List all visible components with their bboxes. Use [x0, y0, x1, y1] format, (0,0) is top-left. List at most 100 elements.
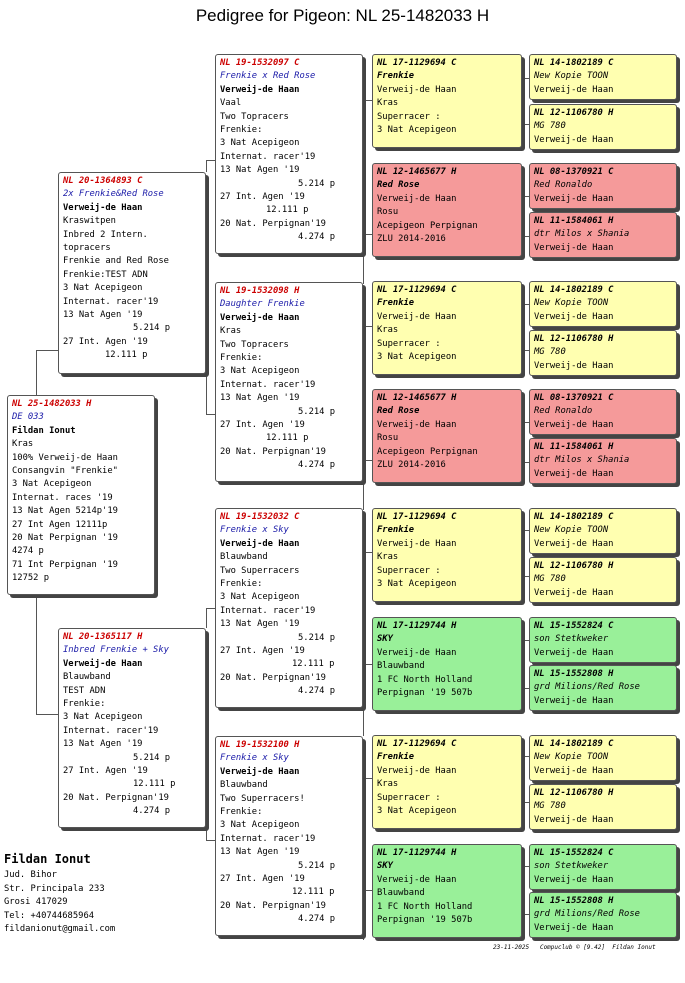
- connector-line: [523, 914, 529, 915]
- connector-line: [523, 196, 529, 197]
- ancestor-card[interactable]: NL 15-1552808 H grd Milions/Red Rose Ver…: [529, 892, 677, 938]
- grandparent-card[interactable]: NL 19-1532032 C Frenkie x Sky Verweij-de…: [215, 508, 363, 708]
- info-line: Blauwband: [220, 552, 268, 563]
- info-line: Superracer :: [377, 792, 441, 803]
- info-line: 3 Nat Acepigeon: [220, 138, 300, 149]
- info-line: 13 Nat Agen '19: [63, 739, 143, 750]
- info-line: Superracer :: [377, 111, 441, 122]
- info-line: 27 Int. Agen '19: [63, 766, 148, 777]
- info-line: Kraswitpen: [63, 216, 116, 227]
- connector-line: [206, 160, 207, 172]
- connector-line: [363, 890, 373, 891]
- ring-number: NL 15-1552824 C: [534, 848, 614, 858]
- info-line: 12752 p: [12, 573, 50, 584]
- info-line: 3 Nat Acepigeon: [63, 283, 143, 294]
- info-line: 3 Nat Acepigeon: [377, 352, 457, 363]
- pigeon-name: grd Milions/Red Rose: [534, 682, 640, 693]
- breeder: Verweij-de Haan: [534, 765, 614, 776]
- ancestor-card[interactable]: NL 17-1129694 C Frenkie Verweij-de Haan …: [372, 281, 522, 375]
- subject-card[interactable]: NL 25-1482033 H DE 033 Fildan Ionut Kras…: [7, 395, 155, 595]
- ancestor-card[interactable]: NL 12-1465677 H Red Rose Verweij-de Haan…: [372, 389, 522, 483]
- pigeon-name: son Stetkweker: [534, 861, 609, 872]
- pigeon-name: Inbred Frenkie + Sky: [63, 645, 169, 656]
- pigeon-name: MG 780: [534, 574, 566, 585]
- grandparent-card[interactable]: NL 19-1532098 H Daughter Frenkie Verweij…: [215, 282, 363, 482]
- breeder: Verweij-de Haan: [534, 814, 614, 825]
- info-line: Internat. racer'19: [63, 296, 159, 307]
- info-line: topracers: [63, 243, 111, 254]
- breeder: Verweij-de Haan: [534, 193, 614, 204]
- ancestor-card[interactable]: NL 17-1129744 H SKY Verweij-de Haan Blau…: [372, 844, 522, 938]
- connector-line: [363, 778, 364, 840]
- ancestor-card[interactable]: NL 14-1802189 C New Kopie TOON Verweij-d…: [529, 281, 677, 327]
- info-line: 13 Nat Agen '19: [220, 847, 300, 858]
- ancestor-card[interactable]: NL 14-1802189 C New Kopie TOON Verweij-d…: [529, 54, 677, 100]
- info-line: 13 Nat Agen '19: [220, 393, 300, 404]
- info-line: Kras: [377, 325, 399, 336]
- breeder: Verweij-de Haan: [534, 360, 614, 371]
- ancestor-card[interactable]: NL 08-1370921 C Red Ronaldo Verweij-de H…: [529, 163, 677, 209]
- info-line: 100% Verweij-de Haan: [12, 452, 118, 463]
- pigeon-name: dtr Milos x Shania: [534, 229, 630, 240]
- info-line: 12.111 p: [266, 205, 309, 216]
- info-line: Blauwband: [63, 672, 111, 683]
- pigeon-name: Frenkie x Sky: [220, 525, 289, 536]
- pigeon-name: Frenkie x Red Rose: [220, 71, 316, 82]
- pigeon-name: New Kopie TOON: [534, 752, 609, 763]
- info-line: Blauwband: [377, 888, 425, 899]
- info-line: Kras: [220, 326, 242, 337]
- info-line: Superracer :: [377, 338, 441, 349]
- info-line: 5.214 p: [298, 860, 336, 871]
- dam-card[interactable]: NL 20-1365117 H Inbred Frenkie + Sky Ver…: [58, 628, 206, 828]
- sire-card[interactable]: NL 20-1364893 C 2x Frenkie&Red Rose Verw…: [58, 172, 206, 374]
- info-line: Two Topracers: [220, 339, 289, 350]
- info-line: 5.214 p: [298, 632, 336, 643]
- connector-line: [523, 78, 529, 79]
- pigeon-name: SKY: [377, 634, 393, 645]
- ancestor-card[interactable]: NL 08-1370921 C Red Ronaldo Verweij-de H…: [529, 389, 677, 435]
- breeder: Verweij-de Haan: [63, 202, 143, 213]
- ancestor-card[interactable]: NL 12-1106780 H MG 780 Verweij-de Haan: [529, 784, 677, 830]
- connector-line: [363, 552, 364, 608]
- ring-number: NL 12-1465677 H: [377, 393, 457, 403]
- ring-number: NL 14-1802189 C: [534, 58, 614, 68]
- connector-line: [523, 688, 529, 689]
- ancestor-card[interactable]: NL 15-1552824 C son Stetkweker Verweij-d…: [529, 844, 677, 890]
- ancestor-card[interactable]: NL 11-1584061 H dtr Milos x Shania Verwe…: [529, 212, 677, 258]
- grandparent-card[interactable]: NL 19-1532100 H Frenkie x Sky Verweij-de…: [215, 736, 363, 936]
- ring-number: NL 15-1552808 H: [534, 669, 614, 679]
- info-line: 13 Nat Agen 5214p'19: [12, 506, 118, 517]
- pigeon-name: DE 033: [12, 412, 44, 423]
- connector-line: [363, 326, 373, 327]
- info-line: Consangvin "Frenkie": [12, 466, 118, 477]
- info-line: Verweij-de Haan: [377, 419, 457, 430]
- pigeon-name: New Kopie TOON: [534, 298, 609, 309]
- ancestor-card[interactable]: NL 12-1106780 H MG 780 Verweij-de Haan: [529, 557, 677, 603]
- ancestor-card[interactable]: NL 17-1129744 H SKY Verweij-de Haan Blau…: [372, 617, 522, 711]
- grandparent-card[interactable]: NL 19-1532097 C Frenkie x Red Rose Verwe…: [215, 54, 363, 254]
- info-line: 1 FC North Holland: [377, 674, 473, 685]
- ancestor-card[interactable]: NL 12-1106780 H MG 780 Verweij-de Haan: [529, 104, 677, 150]
- info-line: Verweij-de Haan: [377, 193, 457, 204]
- ancestor-card[interactable]: NL 12-1465677 H Red Rose Verweij-de Haan…: [372, 163, 522, 257]
- ancestor-card[interactable]: NL 17-1129694 C Frenkie Verweij-de Haan …: [372, 508, 522, 602]
- info-line: Verweij-de Haan: [377, 765, 457, 776]
- ancestor-card[interactable]: NL 14-1802189 C New Kopie TOON Verweij-d…: [529, 508, 677, 554]
- info-line: 20 Nat. Perpignan'19: [220, 446, 326, 457]
- pigeon-name: Red Ronaldo: [534, 406, 593, 417]
- ancestor-card[interactable]: NL 17-1129694 C Frenkie Verweij-de Haan …: [372, 54, 522, 148]
- pigeon-name: dtr Milos x Shania: [534, 455, 630, 466]
- ring-number: NL 17-1129744 H: [377, 848, 457, 858]
- ancestor-card[interactable]: NL 15-1552824 C son Stetkweker Verweij-d…: [529, 617, 677, 663]
- ancestor-card[interactable]: NL 14-1802189 C New Kopie TOON Verweij-d…: [529, 735, 677, 781]
- connector-line: [363, 100, 364, 156]
- ancestor-card[interactable]: NL 12-1106780 H MG 780 Verweij-de Haan: [529, 330, 677, 376]
- ancestor-card[interactable]: NL 17-1129694 C Frenkie Verweij-de Haan …: [372, 735, 522, 829]
- pigeon-name: Frenkie x Sky: [220, 753, 289, 764]
- info-line: Internat. racer'19: [220, 151, 316, 162]
- info-line: 5.214 p: [298, 406, 336, 417]
- ring-number: NL 14-1802189 C: [534, 512, 614, 522]
- info-line: Inbred 2 Intern.: [63, 229, 148, 240]
- ancestor-card[interactable]: NL 15-1552808 H grd Milions/Red Rose Ver…: [529, 665, 677, 711]
- ancestor-card[interactable]: NL 11-1584061 H dtr Milos x Shania Verwe…: [529, 438, 677, 484]
